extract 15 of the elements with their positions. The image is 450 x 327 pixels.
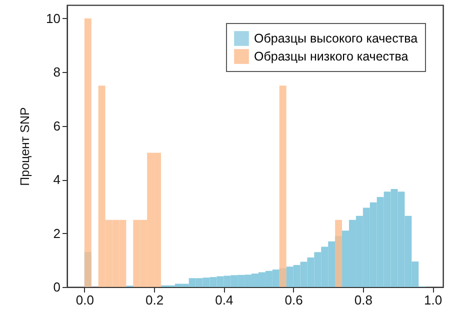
x-tick-label: 0.4: [215, 292, 234, 308]
y-axis-title: Процент SNP: [18, 107, 32, 186]
legend-label: Образцы высокого качества: [254, 32, 418, 46]
x-tick-label: 0.2: [146, 292, 164, 308]
x-tick-label: 0.6: [284, 292, 303, 308]
y-tick-label: 2: [53, 226, 60, 241]
y-tick-label: 10: [46, 10, 60, 26]
legend-label: Образцы низкого качества: [254, 50, 408, 64]
y-tick-label: 8: [53, 64, 60, 80]
y-tick-label: 4: [53, 172, 60, 188]
y-tick-label: 0: [53, 280, 60, 294]
x-tick-label: 0.0: [76, 292, 94, 308]
x-tick-label: 0.8: [354, 292, 372, 308]
y-tick-label: 6: [53, 118, 60, 134]
x-tick-label: 1.0: [424, 292, 442, 308]
